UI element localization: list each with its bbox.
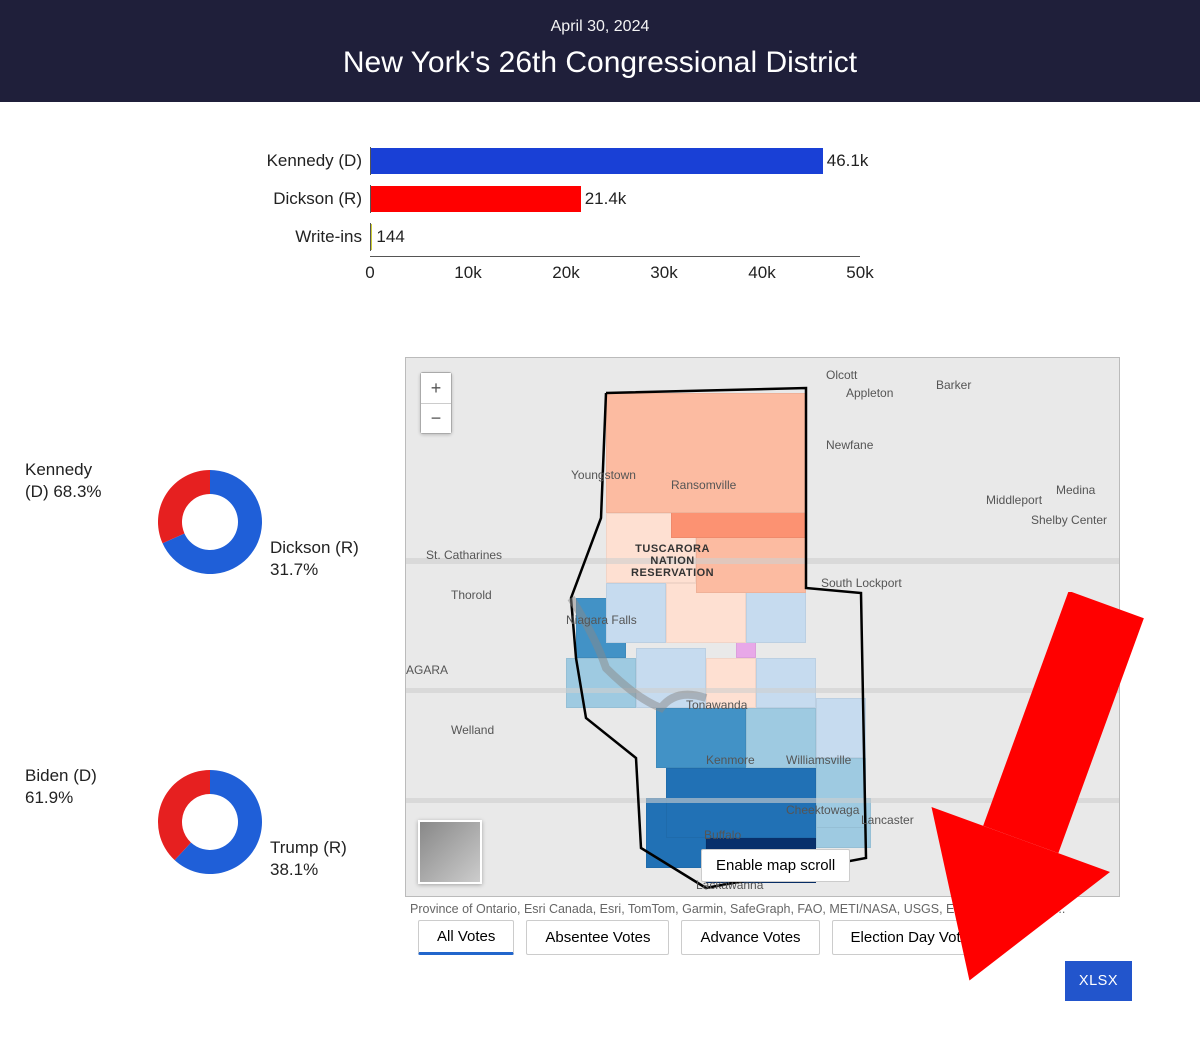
callout-arrow	[930, 592, 1150, 1022]
map-place-label: Medina	[1056, 483, 1095, 497]
map-place-label: Ransomville	[671, 478, 736, 492]
donut-chart	[155, 767, 265, 877]
map-place-label: Tonawanda	[686, 698, 747, 712]
header-title: New York's 26th Congressional District	[0, 46, 1200, 80]
x-tick: 50k	[846, 263, 873, 283]
map-place-label: Newfane	[826, 438, 873, 452]
map-place-label: Thorold	[451, 588, 492, 602]
vote-type-tab[interactable]: Absentee Votes	[526, 920, 669, 955]
donut-slice	[158, 770, 210, 860]
bar-value: 21.4k	[585, 189, 627, 209]
x-tick: 0	[365, 263, 374, 283]
bar-fill	[371, 224, 372, 250]
x-tick: 40k	[748, 263, 775, 283]
map-place-label: Williamsville	[786, 753, 851, 767]
x-tick: 30k	[650, 263, 677, 283]
map-place-label: St. Catharines	[426, 548, 502, 562]
donut-label-left: Kennedy(D) 68.3%	[25, 459, 145, 503]
enable-map-scroll-button[interactable]: Enable map scroll	[701, 849, 850, 882]
bar-label: Dickson (R)	[260, 189, 370, 209]
vote-share-donut-current: Kennedy(D) 68.3%Dickson (R)31.7%	[20, 447, 380, 597]
donut-chart	[155, 467, 265, 577]
map-place-label: Olcott	[826, 368, 857, 382]
bar-row: Write-ins 144	[260, 218, 880, 256]
map-place-label: Niagara Falls	[566, 613, 637, 627]
page-header: April 30, 2024 New York's 26th Congressi…	[0, 0, 1200, 102]
precinct-cell	[816, 698, 866, 758]
map-place-label: Middleport	[986, 493, 1042, 507]
map-reservation-label: TUSCARORANATIONRESERVATION	[631, 543, 714, 579]
zoom-out-button[interactable]: −	[421, 403, 451, 433]
bar-value: 144	[376, 227, 404, 247]
header-date: April 30, 2024	[0, 18, 1200, 36]
bar-row: Kennedy (D) 46.1k	[260, 142, 880, 180]
map-place-label: Youngstown	[571, 468, 636, 482]
donut-label-left: Biden (D)61.9%	[25, 765, 145, 809]
map-place-label: Welland	[451, 723, 494, 737]
bar-label: Write-ins	[260, 227, 370, 247]
donut-label-right: Dickson (R)31.7%	[270, 537, 390, 581]
donut-label-right: Trump (R)38.1%	[270, 837, 390, 881]
vote-share-donut-2020: Biden (D)61.9%Trump (R)38.1%	[20, 747, 380, 897]
body-area: Kennedy (D) 46.1k Dickson (R) 21.4k Write-in…	[0, 102, 1200, 1039]
map-place-label: Appleton	[846, 386, 893, 400]
bar-fill	[371, 148, 823, 174]
bar-row: Dickson (R) 21.4k	[260, 180, 880, 218]
bar-fill	[371, 186, 581, 212]
vote-type-tab[interactable]: All Votes	[418, 920, 514, 955]
x-tick: 10k	[454, 263, 481, 283]
bar-label: Kennedy (D)	[260, 151, 370, 171]
map-place-label: Cheektowaga	[786, 803, 859, 817]
map-place-label: Barker	[936, 378, 971, 392]
map-place-label: AGARA	[406, 663, 448, 677]
bar-track: 21.4k	[370, 185, 880, 213]
results-bar-chart: Kennedy (D) 46.1k Dickson (R) 21.4k Write-in…	[260, 142, 880, 322]
bar-value: 46.1k	[827, 151, 869, 171]
map-place-label: Lancaster	[861, 813, 914, 827]
zoom-in-button[interactable]: +	[421, 373, 451, 403]
donut-slice	[158, 470, 210, 543]
map-zoom-controls: + −	[420, 372, 452, 434]
vote-type-tabs: All VotesAbsentee VotesAdvance VotesElec…	[418, 920, 995, 955]
map-road	[406, 558, 1120, 564]
precinct-cell	[756, 658, 816, 708]
map-place-label: Buffalo	[704, 828, 741, 842]
bar-track: 144	[370, 223, 880, 251]
vote-type-tab[interactable]: Advance Votes	[681, 920, 819, 955]
map-place-label: South Lockport	[821, 576, 902, 590]
precinct-cell	[566, 658, 636, 708]
map-basemap-thumbnail[interactable]	[418, 820, 482, 884]
bar-x-axis: 010k20k30k40k50k	[370, 256, 860, 288]
map-place-label: Kenmore	[706, 753, 755, 767]
map-place-label: Shelby Center	[1031, 513, 1107, 527]
x-tick: 20k	[552, 263, 579, 283]
bar-track: 46.1k	[370, 147, 880, 175]
precinct-cell	[816, 758, 866, 828]
precinct-cell	[606, 393, 806, 513]
